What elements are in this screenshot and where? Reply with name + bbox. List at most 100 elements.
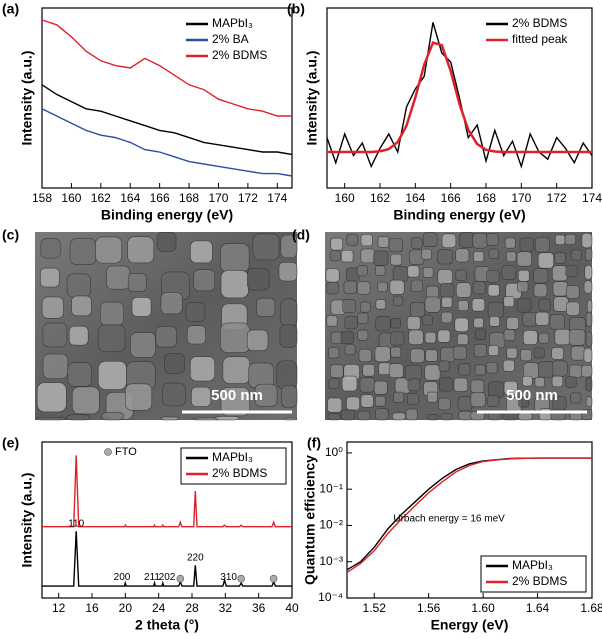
series-line [41, 108, 293, 177]
grain [346, 233, 359, 246]
x-tick-label: 160 [335, 191, 355, 205]
grain [280, 298, 298, 328]
grain [426, 413, 439, 421]
grain [373, 380, 388, 395]
x-tick-label: 16 [85, 601, 99, 615]
grain [424, 296, 441, 313]
grain [164, 353, 185, 374]
grain [488, 345, 499, 356]
marker-key-label: FTO [115, 446, 137, 458]
x-tick-label: 160 [61, 191, 81, 205]
grain [281, 385, 298, 408]
grain [554, 328, 571, 346]
grain [422, 314, 433, 326]
y-tick-label: 10⁻¹ [319, 481, 343, 495]
grain [357, 329, 369, 341]
annotation: Urbach energy = 16 meV [393, 514, 505, 525]
grain [377, 236, 390, 248]
legend-label: MAPbI₃ [512, 558, 553, 572]
grain [455, 269, 467, 281]
annotation: 200 [114, 572, 131, 583]
grain [330, 237, 344, 251]
grain [457, 300, 469, 311]
legend-frame [480, 555, 587, 593]
grain [565, 285, 580, 299]
grain [346, 396, 360, 411]
legend-label: fitted peak [512, 32, 568, 46]
panel-label: (d) [292, 227, 310, 243]
grain [538, 298, 551, 312]
grain [358, 348, 372, 363]
grain [329, 250, 341, 262]
grain [220, 270, 249, 299]
series-line [41, 19, 292, 117]
grain [374, 395, 386, 407]
plot-frame [41, 7, 293, 189]
grain [252, 233, 280, 261]
y-tick-label: 10⁰ [325, 445, 343, 459]
grain [95, 236, 123, 264]
marker-key [104, 448, 112, 456]
grain [487, 395, 500, 407]
x-tick-label: 1.64 [526, 601, 550, 615]
grain [473, 317, 484, 329]
grain [340, 409, 355, 421]
annotation: 110 [68, 518, 84, 529]
grain [162, 382, 186, 407]
grain [517, 281, 529, 293]
x-tick-label: 172 [238, 191, 258, 205]
grain [124, 383, 153, 411]
grain [506, 347, 518, 359]
annotation: 211 [144, 572, 160, 583]
plot-frame [41, 441, 293, 599]
grain [407, 265, 420, 278]
grain [504, 237, 516, 249]
grain [551, 265, 568, 282]
grain [356, 265, 368, 277]
grain [374, 346, 391, 363]
grain [390, 253, 402, 266]
legend-label: 2% BDMS [212, 466, 267, 480]
grain [343, 280, 357, 294]
panel-label: (e) [2, 435, 19, 451]
x-tick-label: 168 [179, 191, 199, 205]
grain [127, 273, 147, 292]
grain [222, 356, 251, 385]
grain [506, 316, 519, 330]
grain [503, 296, 515, 307]
grain [533, 268, 549, 284]
x-tick-label: 1.68 [580, 601, 602, 615]
panel-label: (f) [307, 435, 321, 451]
grain [474, 364, 486, 376]
x-tick-label: 170 [208, 191, 228, 205]
grain [357, 312, 369, 324]
grain [280, 234, 298, 259]
grain [342, 299, 357, 313]
scale-bar-label: 500 nm [211, 387, 263, 404]
grain [471, 298, 486, 312]
grain [327, 397, 343, 413]
grain [360, 301, 371, 313]
grain [426, 285, 439, 299]
grain [246, 329, 269, 351]
grain [581, 364, 593, 378]
grain [410, 279, 424, 292]
grain [220, 387, 250, 417]
grain [390, 346, 402, 358]
grain [584, 247, 593, 261]
grain [473, 343, 487, 358]
grain [551, 360, 568, 377]
x-tick-label: 166 [150, 191, 170, 205]
x-tick-label: 158 [32, 191, 52, 205]
x-tick-label: 166 [441, 191, 461, 205]
grain [215, 416, 240, 421]
grain [389, 279, 405, 295]
marker [269, 574, 278, 583]
grain [570, 345, 586, 361]
panel-label: (b) [287, 1, 305, 17]
grain [160, 416, 180, 421]
grain [66, 273, 91, 298]
grain [487, 301, 504, 319]
series-line [42, 455, 292, 528]
x-tick-label: 170 [511, 191, 531, 205]
